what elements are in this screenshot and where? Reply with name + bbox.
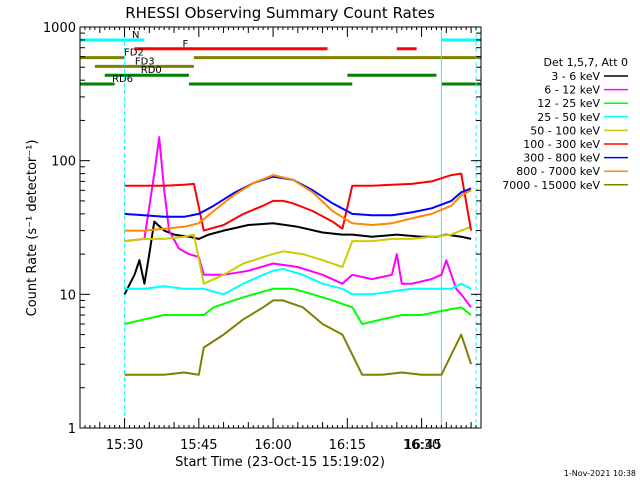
series-line-5 [124,172,473,232]
legend-label-1: 6 - 12 keV [544,84,600,97]
legend-label-4: 50 - 100 keV [530,124,600,137]
legend-label-5: 100 - 300 keV [523,138,600,151]
y-axis-label: Count Rate (s⁻¹ detector⁻¹) [25,140,40,317]
y-tick-label: 10 [59,288,76,303]
flag-label-FD2: FD2 [124,48,144,59]
series-line-0 [123,220,472,295]
flag-label-FD3: FD3 [135,56,155,67]
y-tick-label: 100 [51,155,76,170]
flag-label-F: F [182,39,188,50]
series-line-2 [124,287,472,325]
plot-area [79,27,477,428]
x-tick-label: 16:00 [254,438,291,453]
x-axis-label: Start Time (23-Oct-15 15:19:02) [175,455,385,470]
footer-timestamp: 1-Nov-2021 10:38 [564,469,636,478]
legend-label-7: 800 - 7000 keV [516,165,600,178]
y-tick-label: 1 [68,422,76,437]
x-tick-label: 16:45 [404,438,441,453]
x-tick-label: 16:30 [403,438,440,453]
legend-label-6: 300 - 800 keV [523,152,600,165]
x-tick-label: 16:15 [329,438,366,453]
series-line-3 [124,267,472,296]
legend-label-3: 25 - 50 keV [537,111,600,124]
series-line-4 [124,225,472,285]
plot-frame [79,26,482,429]
legend-label-0: 3 - 6 keV [551,70,600,83]
y-tick-label: 1000 [43,21,76,36]
legend-label-8: 7000 - 15000 keV [502,179,600,192]
flag-label-RD6: RD6 [112,74,133,85]
flag-label-RD0: RD0 [141,65,162,76]
legend-label-2: 12 - 25 keV [537,97,600,110]
series-line-7 [124,174,472,232]
x-tick-label: 15:45 [180,438,217,453]
series-line-1 [124,136,472,308]
series-line-8 [124,299,473,376]
legend-title: Det 1,5,7, Att 0 [544,56,628,69]
x-tick-label: 15:30 [106,438,143,453]
flag-label-N: N [132,30,139,41]
chart-title: RHESSI Observing Summary Count Rates [125,4,435,22]
